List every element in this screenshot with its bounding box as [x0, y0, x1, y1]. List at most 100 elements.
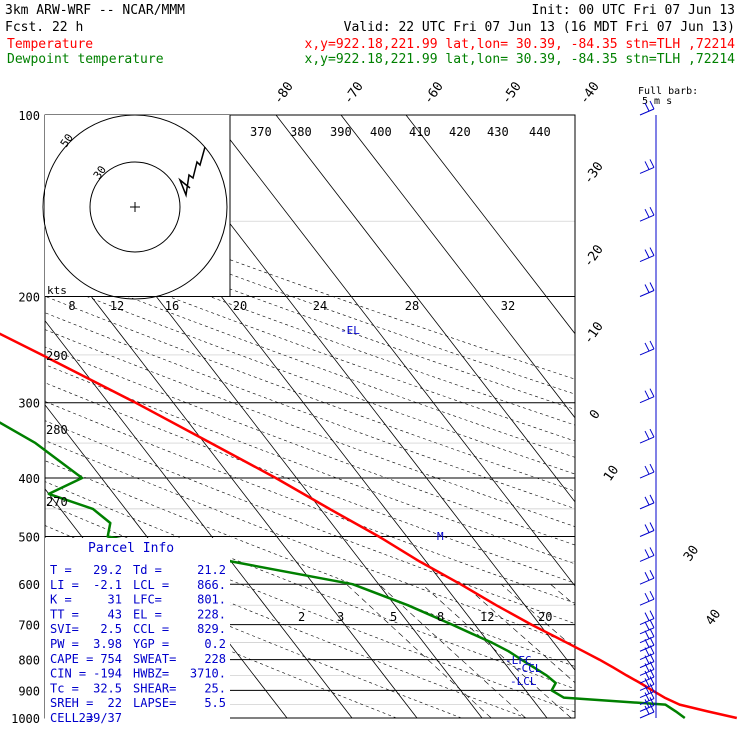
wind-barb-flag: [644, 102, 650, 112]
wind-barb: [639, 628, 655, 644]
wind-barb-staff: [639, 691, 655, 699]
isotherm-line: [405, 115, 575, 335]
parcel-info-cell: CIN =: [50, 667, 86, 681]
wind-barb-staff: [639, 627, 655, 635]
parcel-info-cell: LI =: [50, 578, 79, 592]
dry-adiabat-line: [45, 233, 575, 426]
isotherm-right-label: -30: [581, 159, 607, 187]
wind-barb-staff: [639, 698, 655, 706]
wind-barb-staff: [639, 598, 655, 606]
model-title: 3km ARW-WRF -- NCAR/MMM: [5, 3, 185, 18]
el-marker: -EL: [340, 324, 360, 337]
hodograph-scale-label: 24: [313, 299, 327, 313]
wind-barb-flag: [649, 690, 655, 699]
wind-barb: [639, 619, 655, 635]
wind-barb-staff: [639, 166, 655, 174]
valid-time: Valid: 22 UTC Fri 07 Jun 13 (16 MDT Fri …: [344, 20, 735, 35]
wind-barb-staff: [639, 290, 655, 297]
profiles-layer: -EL M -LFC-CCL-LCL: [0, 324, 738, 720]
wind-barb-flag: [649, 590, 655, 600]
theta-top-label: 430: [487, 125, 509, 139]
wind-barb-flag: [644, 692, 650, 701]
wind-barb-flag: [644, 524, 650, 533]
parcel-info-cell: Tc =: [50, 681, 79, 695]
isotherm-top-label: -40: [577, 79, 603, 107]
wind-barb: [639, 282, 655, 297]
wind-barbs: [639, 100, 657, 719]
isotherm-right-label: 10: [601, 463, 622, 484]
parcel-info-cell: 22: [108, 696, 122, 710]
wind-barb-flag: [644, 670, 650, 680]
theta-top-label: 370: [250, 125, 272, 139]
dry-adiabat-line: [45, 420, 575, 624]
theta-left-label: 280: [46, 423, 68, 437]
wind-barb-staff: [639, 653, 655, 661]
wind-barb-flag: [649, 282, 655, 291]
parcel-info-cell: YGP =: [133, 637, 169, 651]
wind-barb: [639, 570, 655, 585]
wind-barb: [639, 703, 655, 719]
pressure-tick-label: 300: [18, 397, 40, 411]
wind-barb-flag: [644, 549, 650, 558]
wind-barb-staff: [639, 502, 655, 510]
wind-barb: [639, 206, 655, 222]
wind-barb: [639, 159, 655, 174]
wind-barb-flag: [649, 388, 655, 397]
parcel-info-cell: 3.98: [93, 637, 122, 651]
wind-barb: [639, 522, 655, 537]
wind-barb-staff: [639, 554, 655, 562]
parcel-info-cell: EL =: [133, 607, 162, 621]
dry-adiabat-line: [45, 204, 575, 395]
wind-barb-flag: [649, 428, 655, 438]
isotherm-line: [210, 115, 575, 587]
wind-barb: [639, 676, 655, 691]
wind-barb-staff: [639, 661, 655, 669]
wind-barb-flag: [649, 676, 655, 685]
pressure-tick-label: 400: [18, 472, 40, 486]
full-barb-unit: 5 m s: [642, 96, 672, 107]
mixing-ratio-line: [500, 583, 575, 650]
mixing-ratio-label: 5: [390, 610, 397, 624]
parcel-info-cell: 32.5: [93, 681, 122, 695]
temperature-legend-location: x,y=922.18,221.99 lat,lon= 30.39, -84.35…: [305, 37, 736, 52]
hodograph-scale-label: 12: [110, 299, 124, 313]
mixing-ratio-line: [463, 583, 575, 684]
wind-barb: [639, 388, 655, 404]
isotherm-top-label: -70: [341, 79, 367, 107]
wind-barb-flag: [644, 621, 650, 631]
wind-barb-flag: [649, 340, 655, 350]
wind-barb-staff: [639, 108, 655, 116]
wind-barb-staff: [639, 704, 655, 712]
pressure-tick-label: 800: [18, 654, 40, 668]
pressure-tick-label: 100: [18, 109, 40, 123]
isotherm-lower-label: 40: [703, 607, 724, 628]
wind-barb-flag: [644, 572, 650, 581]
pressure-tick-label: 600: [18, 578, 40, 592]
wind-barb-flag: [649, 206, 655, 216]
hodograph-background: [45, 115, 230, 296]
wind-barb-flag: [649, 100, 655, 110]
wind-barb-staff: [639, 348, 655, 356]
parcel-info-cell: 228.: [197, 607, 226, 621]
pressure-tick-label: 500: [18, 530, 40, 544]
wind-barb-flag: [644, 465, 650, 475]
hodograph-ring: [42, 114, 228, 300]
wind-barb-flag: [649, 703, 655, 713]
parcel-info-cell: 2.5: [100, 622, 122, 636]
parcel-info-cell: SVI=: [50, 622, 79, 636]
temperature-profile: [0, 332, 738, 720]
wind-barb: [639, 340, 655, 356]
pressure-tick-label: 700: [18, 619, 40, 633]
parcel-info-cell: -2.1: [93, 578, 122, 592]
parcel-info-cell: 29.2: [93, 563, 122, 577]
dry-adiabat-line: [45, 382, 575, 584]
dewpoint-profile: [0, 421, 686, 720]
parcel-info-cell: CCL =: [133, 622, 169, 636]
init-time: Init: 00 UTC Fri 07 Jun 13: [532, 3, 736, 18]
wind-barb-flag: [644, 699, 650, 708]
isotherm-line: [275, 115, 575, 503]
parcel-info-cell: 3710.: [190, 667, 226, 681]
parcel-info-cell: -194: [93, 667, 122, 681]
theta-top-label: 380: [290, 125, 312, 139]
parcel-info-cell: CELL =: [50, 711, 93, 725]
